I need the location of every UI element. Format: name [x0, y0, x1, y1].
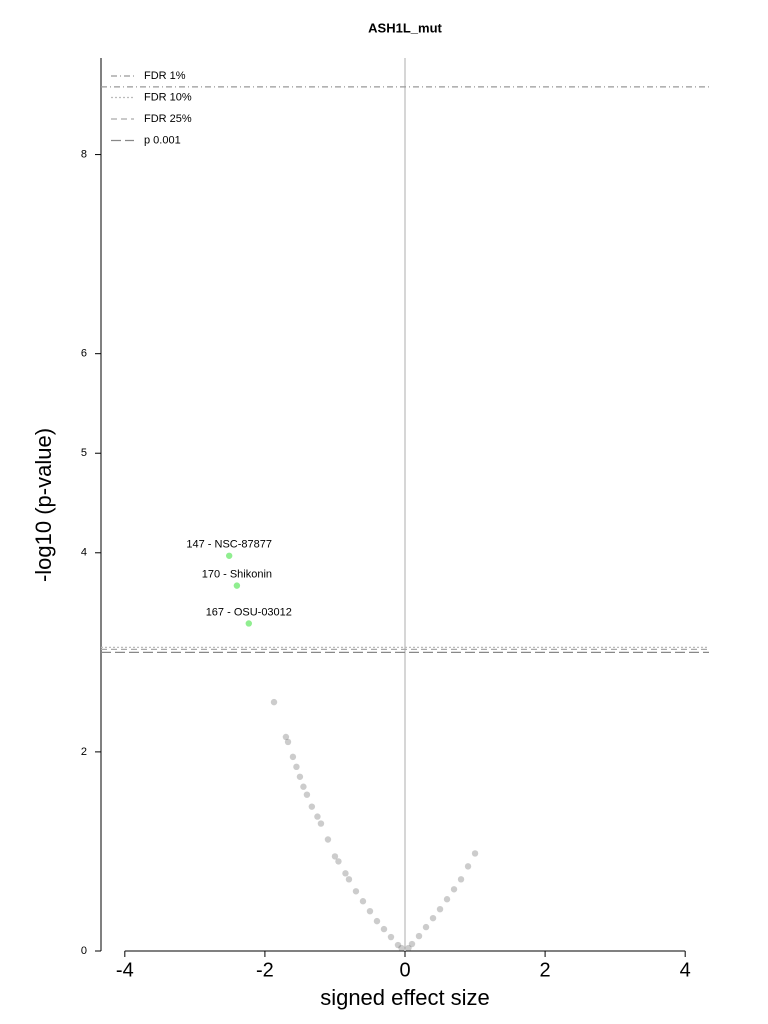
- y-tick-label: 5: [81, 447, 87, 459]
- point: [296, 773, 304, 780]
- highlighted-point: [225, 552, 233, 559]
- point: [422, 923, 430, 931]
- y-tick-label: 4: [81, 547, 87, 559]
- point: [352, 888, 360, 895]
- point: [293, 763, 300, 771]
- point: [464, 863, 472, 870]
- y-tick-label: 2: [81, 746, 87, 758]
- x-tick-label: 0: [399, 959, 410, 981]
- point: [284, 738, 292, 746]
- legend-label: p 0.001: [144, 134, 181, 146]
- point: [300, 783, 307, 790]
- point: [471, 850, 479, 857]
- point: [405, 944, 412, 952]
- highlighted-point: [245, 620, 252, 627]
- point: [398, 944, 405, 952]
- point-label: 167 - OSU-03012: [206, 606, 292, 618]
- point: [415, 932, 423, 940]
- legend-label: FDR 1%: [144, 70, 186, 82]
- point: [303, 791, 311, 798]
- point: [450, 886, 458, 893]
- y-tick-label: 0: [81, 945, 87, 957]
- point: [317, 820, 325, 827]
- point: [324, 836, 332, 843]
- legend-label: FDR 10%: [144, 91, 192, 103]
- x-tick-label: -2: [256, 959, 274, 981]
- point: [335, 858, 342, 865]
- y-tick-label: 8: [81, 148, 87, 160]
- point: [429, 914, 437, 922]
- point: [308, 803, 316, 810]
- point: [408, 940, 416, 948]
- highlighted-point: [233, 582, 241, 589]
- x-tick-label: 4: [680, 959, 691, 981]
- y-tick-label: 6: [81, 348, 87, 360]
- point: [359, 898, 367, 905]
- point: [366, 907, 374, 915]
- y-axis-label: -log10 (p-value): [31, 428, 56, 582]
- point: [394, 941, 402, 949]
- point: [436, 905, 444, 913]
- x-tick-label: 2: [540, 959, 551, 981]
- point: [314, 813, 321, 820]
- point-label: 170 - Shikonin: [202, 569, 272, 581]
- legend-label: FDR 25%: [144, 113, 192, 125]
- point: [457, 876, 465, 883]
- point: [342, 870, 349, 877]
- point: [373, 917, 381, 925]
- x-axis-label: signed effect size: [320, 985, 490, 1010]
- chart-title: ASH1L_mut: [368, 20, 442, 35]
- point: [270, 698, 278, 706]
- x-tick-label: -4: [116, 959, 134, 981]
- point: [443, 896, 451, 903]
- point: [345, 876, 353, 883]
- point-label: 147 - NSC-87877: [186, 539, 272, 551]
- point: [331, 853, 339, 860]
- point: [380, 925, 388, 933]
- point: [387, 933, 395, 941]
- point: [289, 753, 297, 761]
- point: [282, 733, 290, 741]
